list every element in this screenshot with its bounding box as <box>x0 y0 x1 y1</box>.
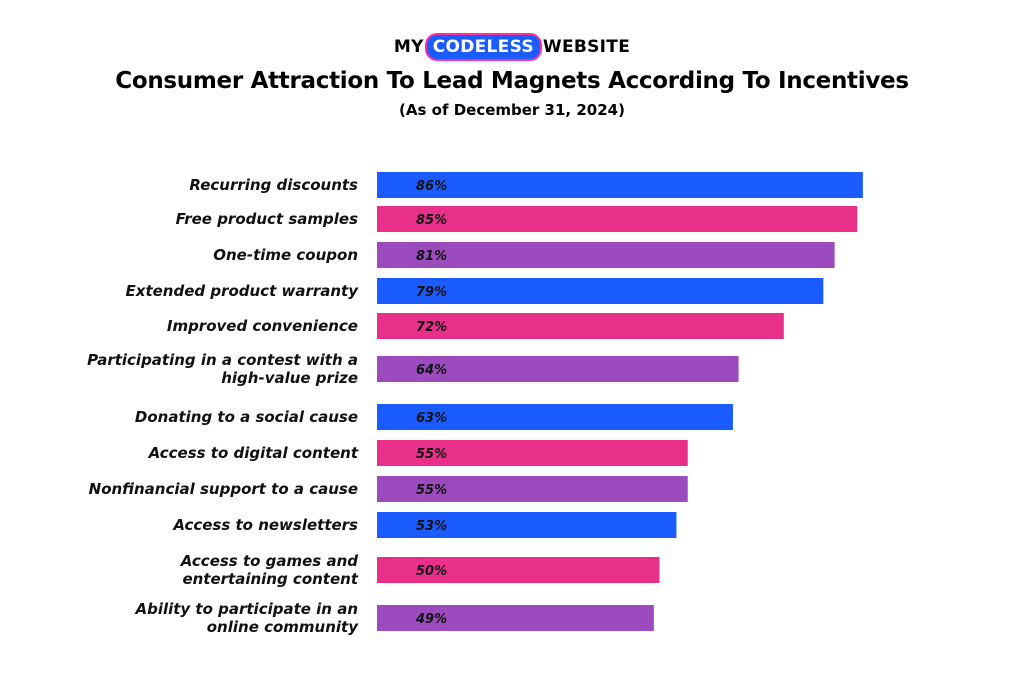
bar-7 <box>377 404 733 430</box>
bar-10 <box>377 512 677 538</box>
value-label-3: 81% <box>416 249 447 264</box>
value-label-1: 86% <box>416 179 447 194</box>
value-label-4: 79% <box>416 285 447 300</box>
category-label-11-line-1: Access to games and <box>180 552 358 570</box>
bar-6 <box>377 356 739 382</box>
bar-9 <box>377 476 688 502</box>
category-label-1: Recurring discounts <box>189 176 358 194</box>
category-label-2: Free product samples <box>176 210 358 228</box>
value-label-10: 53% <box>416 519 447 534</box>
logo-text-codeless: CODELESS <box>424 33 542 61</box>
category-label-4: Extended product warranty <box>126 282 360 300</box>
value-label-6: 64% <box>416 363 447 378</box>
value-label-7: 63% <box>416 411 447 426</box>
value-label-2: 85% <box>416 213 447 228</box>
category-label-5: Improved convenience <box>167 317 358 335</box>
bar-8 <box>377 440 688 466</box>
category-label-12-line-1: Ability to participate in an <box>134 600 358 618</box>
brand-logo: MY CODELESS WEBSITE <box>0 33 1024 61</box>
category-label-9: Nonfinancial support to a cause <box>89 480 358 498</box>
bar-3 <box>377 242 835 268</box>
logo-text-my: MY <box>393 37 424 57</box>
category-label-3: One-time coupon <box>213 246 358 264</box>
category-label-10: Access to newsletters <box>172 516 358 534</box>
value-label-11: 50% <box>416 564 447 579</box>
value-label-9: 55% <box>416 483 447 498</box>
chart-subtitle: (As of December 31, 2024) <box>399 101 625 119</box>
bar-12 <box>377 605 654 631</box>
value-label-5: 72% <box>416 320 447 335</box>
bar-1 <box>377 172 863 198</box>
value-label-8: 55% <box>416 447 447 462</box>
category-label-6-line-2: high-value prize <box>221 369 358 387</box>
chart-title: Consumer Attraction To Lead Magnets Acco… <box>115 68 909 94</box>
category-label-8: Access to digital content <box>148 444 359 462</box>
category-label-6-line-1: Participating in a contest with a <box>87 351 358 369</box>
bar-5 <box>377 313 784 339</box>
bar-4 <box>377 278 824 304</box>
bar-11 <box>377 557 660 583</box>
bar-2 <box>377 206 858 232</box>
value-label-12: 49% <box>415 612 447 627</box>
category-label-12-line-2: online community <box>207 618 359 636</box>
logo-text-website: WEBSITE <box>542 37 631 57</box>
category-label-11-line-2: entertaining content <box>182 570 358 588</box>
category-label-7: Donating to a social cause <box>135 408 358 426</box>
